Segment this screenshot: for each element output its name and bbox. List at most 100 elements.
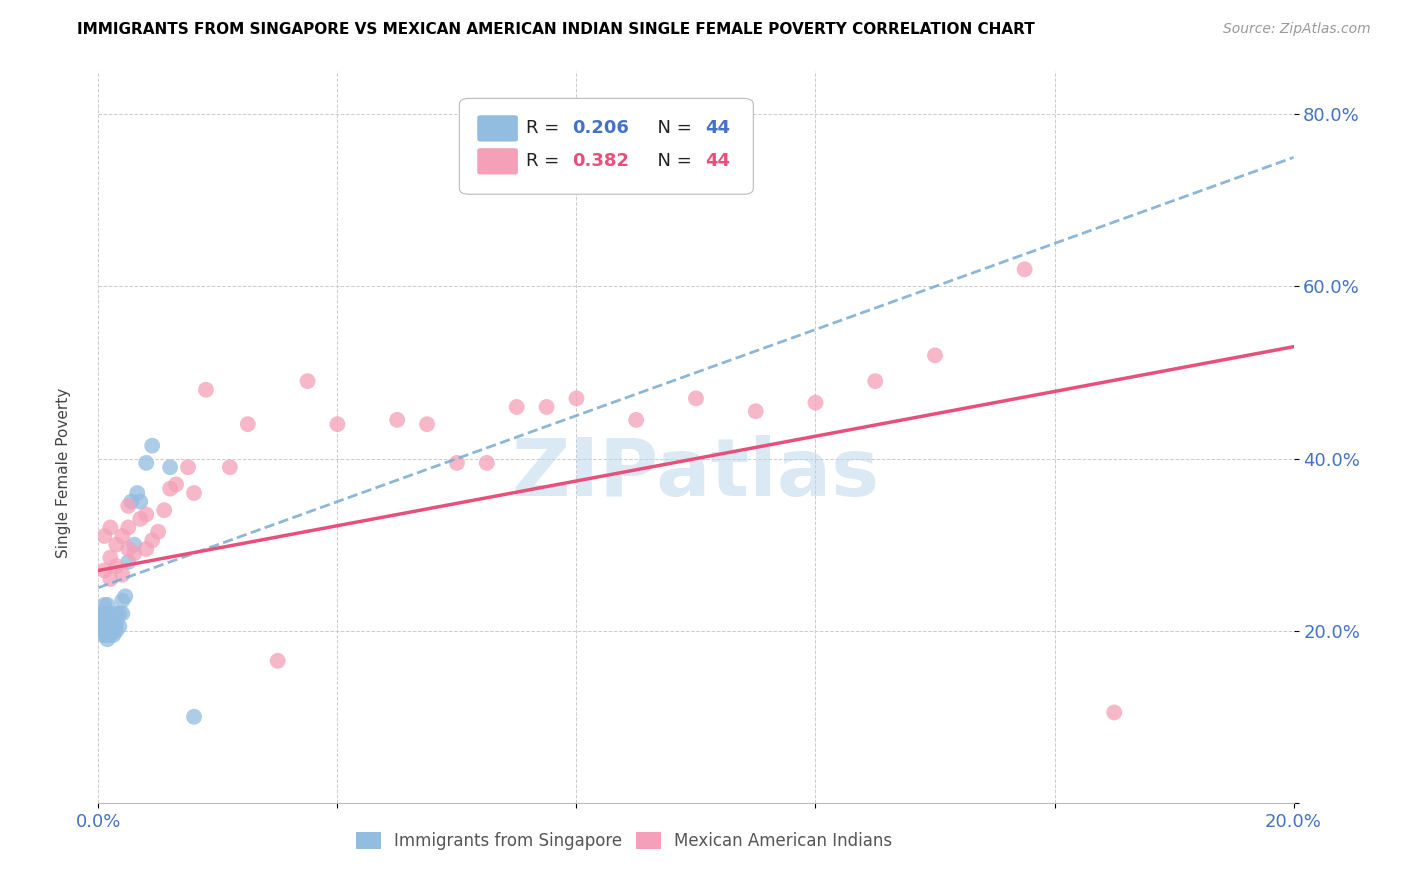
Text: ZIPatlas: ZIPatlas [512,434,880,513]
Point [104,619,127,633]
Point [98,611,122,625]
Point [105,607,128,621]
Text: IMMIGRANTS FROM SINGAPORE VS MEXICAN AMERICAN INDIAN SINGLE FEMALE POVERTY CORRE: IMMIGRANTS FROM SINGAPORE VS MEXICAN AME… [77,22,1035,37]
Point [108,607,131,621]
Point [100,624,122,638]
Point [159,460,181,475]
Point [98,628,122,642]
Point [93,624,115,638]
Point [93,564,115,578]
Point [267,654,290,668]
Point [94,611,117,625]
Point [177,460,200,475]
Point [195,383,218,397]
Point [135,541,157,556]
Point [108,619,131,633]
Point [804,395,827,409]
Point [98,572,122,586]
Point [626,413,648,427]
Point [93,615,115,629]
Point [1014,262,1036,277]
Point [96,615,118,629]
Point [124,538,146,552]
Point [111,567,134,582]
Point [104,611,127,625]
FancyBboxPatch shape [460,98,754,194]
Point [124,546,146,560]
Point [114,589,136,603]
Point [475,456,498,470]
Point [446,456,468,470]
Point [96,632,118,647]
Point [506,400,529,414]
Point [98,520,122,534]
Point [105,559,128,574]
Text: 44: 44 [706,153,731,170]
Point [685,392,707,406]
Point [416,417,439,432]
Point [153,503,176,517]
Point [117,555,139,569]
Legend: Immigrants from Singapore, Mexican American Indians: Immigrants from Singapore, Mexican Ameri… [350,825,898,856]
Point [127,486,149,500]
Point [135,508,157,522]
Point [117,541,139,556]
Point [111,607,134,621]
Point [91,628,114,642]
Point [183,486,205,500]
Point [141,533,163,548]
Point [96,598,118,612]
Point [565,392,588,406]
Point [98,550,122,565]
Point [90,619,112,633]
Text: 0.382: 0.382 [572,153,628,170]
Point [183,710,205,724]
Point [236,417,259,432]
Point [745,404,768,418]
Point [96,607,118,621]
Point [536,400,558,414]
Text: Source: ZipAtlas.com: Source: ZipAtlas.com [1223,22,1371,37]
Point [96,624,118,638]
Point [129,512,152,526]
FancyBboxPatch shape [477,115,517,142]
Point [90,607,112,621]
Point [93,529,115,543]
Point [98,619,122,633]
Point [385,413,409,427]
Text: 44: 44 [706,120,731,137]
Point [924,348,946,362]
Point [117,499,139,513]
Text: 0.206: 0.206 [572,120,628,137]
Point [94,628,117,642]
Point [117,520,139,534]
Point [865,374,887,388]
Point [129,494,152,508]
Point [103,628,125,642]
Point [159,482,181,496]
Point [94,619,117,633]
Point [141,439,163,453]
Point [111,593,134,607]
Point [297,374,319,388]
Text: N =: N = [645,153,697,170]
Point [1104,706,1126,720]
Text: N =: N = [645,120,697,137]
Point [326,417,349,432]
Point [135,456,157,470]
Point [105,624,128,638]
Point [148,524,170,539]
Text: Single Female Poverty: Single Female Poverty [56,388,70,558]
FancyBboxPatch shape [477,148,517,175]
Text: R =: R = [526,120,565,137]
Point [93,607,115,621]
Text: R =: R = [526,153,565,170]
Point [103,615,125,629]
Point [120,494,142,508]
Point [105,538,128,552]
Point [105,615,128,629]
Point [100,615,122,629]
Point [219,460,242,475]
Point [165,477,187,491]
Point [91,611,114,625]
